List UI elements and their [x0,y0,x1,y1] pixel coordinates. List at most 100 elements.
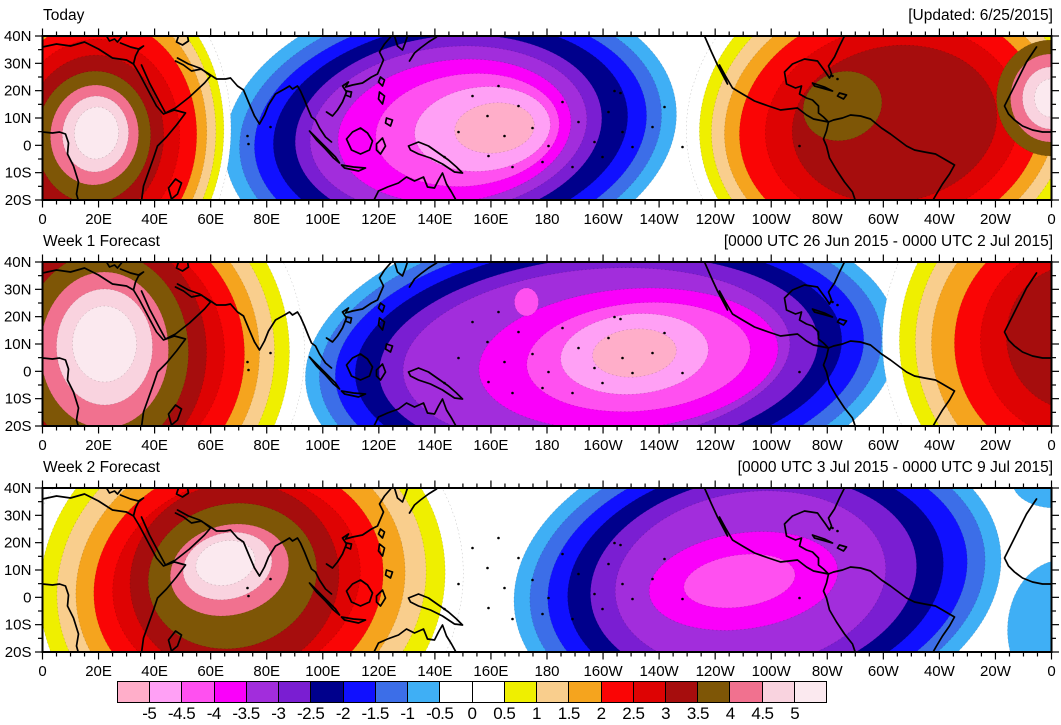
x-tick-label: 40W [924,437,956,452]
x-tick-label: 80W [812,663,844,678]
colorbar-tick-labels: -5 -4.5 -4 -3.5 -3 -2.5 -2 -1.5 -1 -0.5 0 0.5 1 1.5 2 2… [117,704,827,725]
y-tick-label: 40N [4,480,32,497]
x-tick-label: 40E [141,663,168,678]
colorbar-cell [407,682,440,702]
x-tick-label: 120E [361,663,396,678]
x-tick-label: 140E [417,437,452,452]
x-tick-label: 0 [38,663,46,678]
y-tick-label: 10S [5,391,32,408]
coastlines [42,36,1052,200]
y-tick-label: 30N [4,507,32,524]
colorbar-cell [664,682,698,702]
x-tick-label: 40E [141,211,168,226]
colorbar-tick-label: 5 [790,704,800,723]
colorbar-tick-label: 1.5 [557,704,581,723]
x-tick-label: 120W [696,437,736,452]
x-tick-label: 0 [1047,437,1055,452]
panel-updated-label: [Updated: 6/25/2015] [908,7,1053,24]
x-tick-label: 160E [473,663,508,678]
colorbar-cell [729,682,762,702]
x-tick-label: 80E [253,663,280,678]
x-tick-label: 160W [583,663,623,678]
y-tick-label: 20N [4,535,32,552]
panel-today-header: Today [Updated: 6/25/2015] [0,0,1061,26]
x-tick-label: 20W [980,211,1012,226]
colorbar-cell [310,682,343,702]
map-today: 0 20E 40E 60E 80E 100E 120E 140E 160E 180 160W 140W… [4,28,1059,226]
panel-date-range: [0000 UTC 3 Jul 2015 - 0000 UTC 9 Jul 20… [737,459,1053,476]
colorbar-tick-label: -0.5 [426,704,454,723]
map-week1: 0 20E 40E 60E 80E 100E 120E 140E 160E 180 160W 140W… [4,254,1059,452]
colorbar-legend: -5 -4.5 -4 -3.5 -3 -2.5 -2 -1.5 -1 -0.5 0 0.5 1 1.5 2 2… [0,678,1061,725]
colorbar-tick-label: -2.5 [296,704,325,723]
x-tick-label: 180 [534,437,559,452]
y-tick-label: 20N [4,309,32,326]
x-tick-label: 60W [868,437,900,452]
y-tick-label: 20S [5,418,32,435]
x-tick-label: 140W [640,437,680,452]
x-tick-label: 120W [696,663,736,678]
x-tick-label: 120W [696,211,736,226]
x-tick-label: 20W [980,437,1012,452]
x-tick-label: 120E [361,211,396,226]
y-tick-label: 0 [23,363,31,380]
colorbar-cell [568,682,601,702]
y-tick-label: 20N [4,83,32,100]
panel-today: Today [Updated: 6/25/2015] 0 20E 40E 60E 80E… [0,0,1061,226]
x-tick-label: 0 [1047,663,1055,678]
y-tick-label: 20S [5,644,32,661]
colorbar-tick-label: -1 [400,704,415,723]
panel-week2-header: Week 2 Forecast [0000 UTC 3 Jul 2015 - 0… [0,452,1061,478]
colorbar-tick-label: -5 [142,704,157,723]
contour-field [42,488,1052,652]
contour-field [42,36,1052,200]
coastlines [42,488,1052,652]
x-tick-label: 100W [752,437,792,452]
y-tick-label: 10N [4,562,32,579]
colorbar-tick-label: 1 [532,704,542,723]
colorbar-tick-label: -2 [335,704,351,723]
y-tick-label: 20S [5,192,32,209]
x-tick-label: 100E [305,663,340,678]
x-tick-label: 60W [868,211,900,226]
x-tick-label: 40W [924,211,956,226]
x-tick-label: 120E [361,437,396,452]
x-tick-label: 100E [305,437,340,452]
colorbar-cell [536,682,569,702]
colorbar-cell [761,682,794,702]
colorbar-cell [697,682,730,702]
y-tick-label: 40N [4,28,32,45]
x-tick-label: 20E [85,437,112,452]
x-tick-label: 0 [1047,211,1055,226]
colorbar-cell [503,682,537,702]
colorbar-tick-label: 0.5 [493,704,516,723]
y-tick-label: 40N [4,254,32,271]
colorbar-cell [149,682,182,702]
y-tick-label: 10S [5,165,32,182]
colorbar-tick-label: 3.5 [686,704,710,723]
colorbar-tick-label: -1.5 [361,704,390,723]
colorbar-cell [374,682,408,702]
x-tick-label: 100W [752,211,792,226]
x-tick-label: 140W [640,663,680,678]
x-tick-label: 60W [868,663,900,678]
panel-title: Week 2 Forecast [43,459,160,476]
panel-week1-forecast: Week 1 Forecast [0000 UTC 26 Jun 2015 - … [0,226,1061,452]
x-tick-label: 160E [473,437,508,452]
colorbar-cell [118,682,150,702]
colorbar-cell [278,682,311,702]
x-tick-label: 100W [752,663,792,678]
x-tick-label: 20E [85,663,112,678]
colorbar-cell [632,682,665,702]
y-tick-label: 10N [4,110,32,127]
x-tick-label: 180 [534,663,559,678]
colorbar-cell [342,682,375,702]
x-tick-label: 20W [980,663,1012,678]
x-tick-label: 60E [197,663,224,678]
colorbar-tick-label: -3 [271,704,286,723]
x-tick-label: 140W [640,211,680,226]
panel-week2-forecast: Week 2 Forecast [0000 UTC 3 Jul 2015 - 0… [0,452,1061,678]
colorbar-tick-label: -4.5 [167,704,196,723]
y-tick-label: 30N [4,281,32,298]
